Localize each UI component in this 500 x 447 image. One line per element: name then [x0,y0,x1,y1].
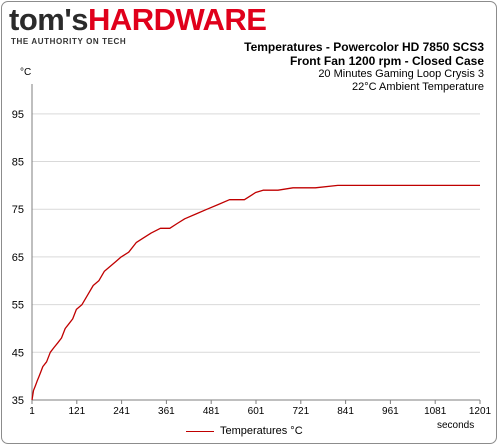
chart-subtitle-2: 20 Minutes Gaming Loop Crysis 3 [318,68,484,80]
legend: Temperatures °C [186,425,303,437]
y-tick-label-35: 35 [12,395,24,407]
x-tick-label-601: 601 [248,406,265,417]
x-tick-label-481: 481 [203,406,220,417]
y-axis-unit: °C [20,67,32,78]
x-tick-label-1: 1 [29,406,35,417]
y-tick-label-65: 65 [12,252,24,264]
x-tick-label-721: 721 [292,406,309,417]
y-tick-label-95: 95 [12,109,24,121]
series-line-0 [31,184,480,401]
y-tick-label-55: 55 [12,300,24,312]
x-axis-label: seconds [437,420,475,431]
chart-subtitle-1: Front Fan 1200 rpm - Closed Case [289,54,484,68]
x-tick-label-121: 121 [68,406,85,417]
x-tick-label-1201: 1201 [469,406,492,417]
chart-title: Temperatures - Powercolor HD 7850 SCS3 [244,40,484,54]
x-tick-label-841: 841 [337,406,354,417]
y-tick-label-75: 75 [12,204,24,216]
y-tick-label-85: 85 [12,157,24,169]
brand-logo: tom'sHARDWARE [9,4,267,36]
x-tick-label-361: 361 [158,406,175,417]
logo-part-1: tom's [9,2,88,37]
legend-label: Temperatures °C [220,425,303,437]
x-tick-label-241: 241 [113,406,130,417]
chart-subtitle-3: 22°C Ambient Temperature [352,81,484,93]
logo-part-2: HARDWARE [87,2,267,37]
x-tick-label-961: 961 [382,406,399,417]
legend-swatch [186,430,214,432]
logo-tagline: THE AUTHORITY ON TECH [11,37,127,46]
y-tick-label-45: 45 [12,347,24,359]
x-tick-label-1081: 1081 [424,406,447,417]
chart-titles: Temperatures - Powercolor HD 7850 SCS3 F… [244,40,484,94]
